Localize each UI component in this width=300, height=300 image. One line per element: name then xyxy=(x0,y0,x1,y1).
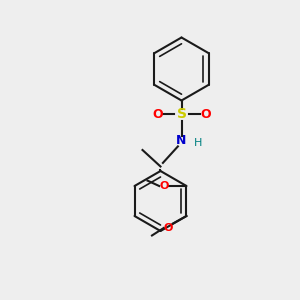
Text: H: H xyxy=(194,137,202,148)
Text: O: O xyxy=(159,181,169,191)
Text: O: O xyxy=(152,107,163,121)
Text: N: N xyxy=(176,134,187,148)
Text: O: O xyxy=(164,223,173,233)
Text: S: S xyxy=(176,107,187,121)
Text: O: O xyxy=(200,107,211,121)
